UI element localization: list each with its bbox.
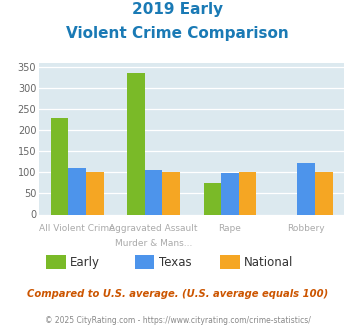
- Text: © 2025 CityRating.com - https://www.cityrating.com/crime-statistics/: © 2025 CityRating.com - https://www.city…: [45, 316, 310, 325]
- Text: Rape: Rape: [218, 224, 241, 233]
- Text: Texas: Texas: [159, 256, 191, 269]
- Bar: [297, 163, 315, 215]
- Text: Robbery: Robbery: [288, 224, 325, 233]
- Text: 2019 Early: 2019 Early: [132, 2, 223, 16]
- Bar: [145, 170, 162, 214]
- Bar: [69, 168, 86, 214]
- Bar: [162, 172, 180, 215]
- Bar: [203, 183, 221, 214]
- Text: Aggravated Assault: Aggravated Assault: [109, 224, 198, 233]
- Bar: [315, 172, 333, 215]
- Bar: [127, 73, 145, 214]
- Text: Murder & Mans...: Murder & Mans...: [115, 239, 192, 248]
- Bar: [51, 117, 69, 214]
- Text: Compared to U.S. average. (U.S. average equals 100): Compared to U.S. average. (U.S. average …: [27, 289, 328, 299]
- Text: All Violent Crime: All Violent Crime: [39, 224, 115, 233]
- Text: National: National: [244, 256, 293, 269]
- Bar: [86, 172, 104, 215]
- Bar: [239, 172, 256, 215]
- Text: Violent Crime Comparison: Violent Crime Comparison: [66, 26, 289, 41]
- Bar: [221, 173, 239, 214]
- Text: Early: Early: [70, 256, 100, 269]
